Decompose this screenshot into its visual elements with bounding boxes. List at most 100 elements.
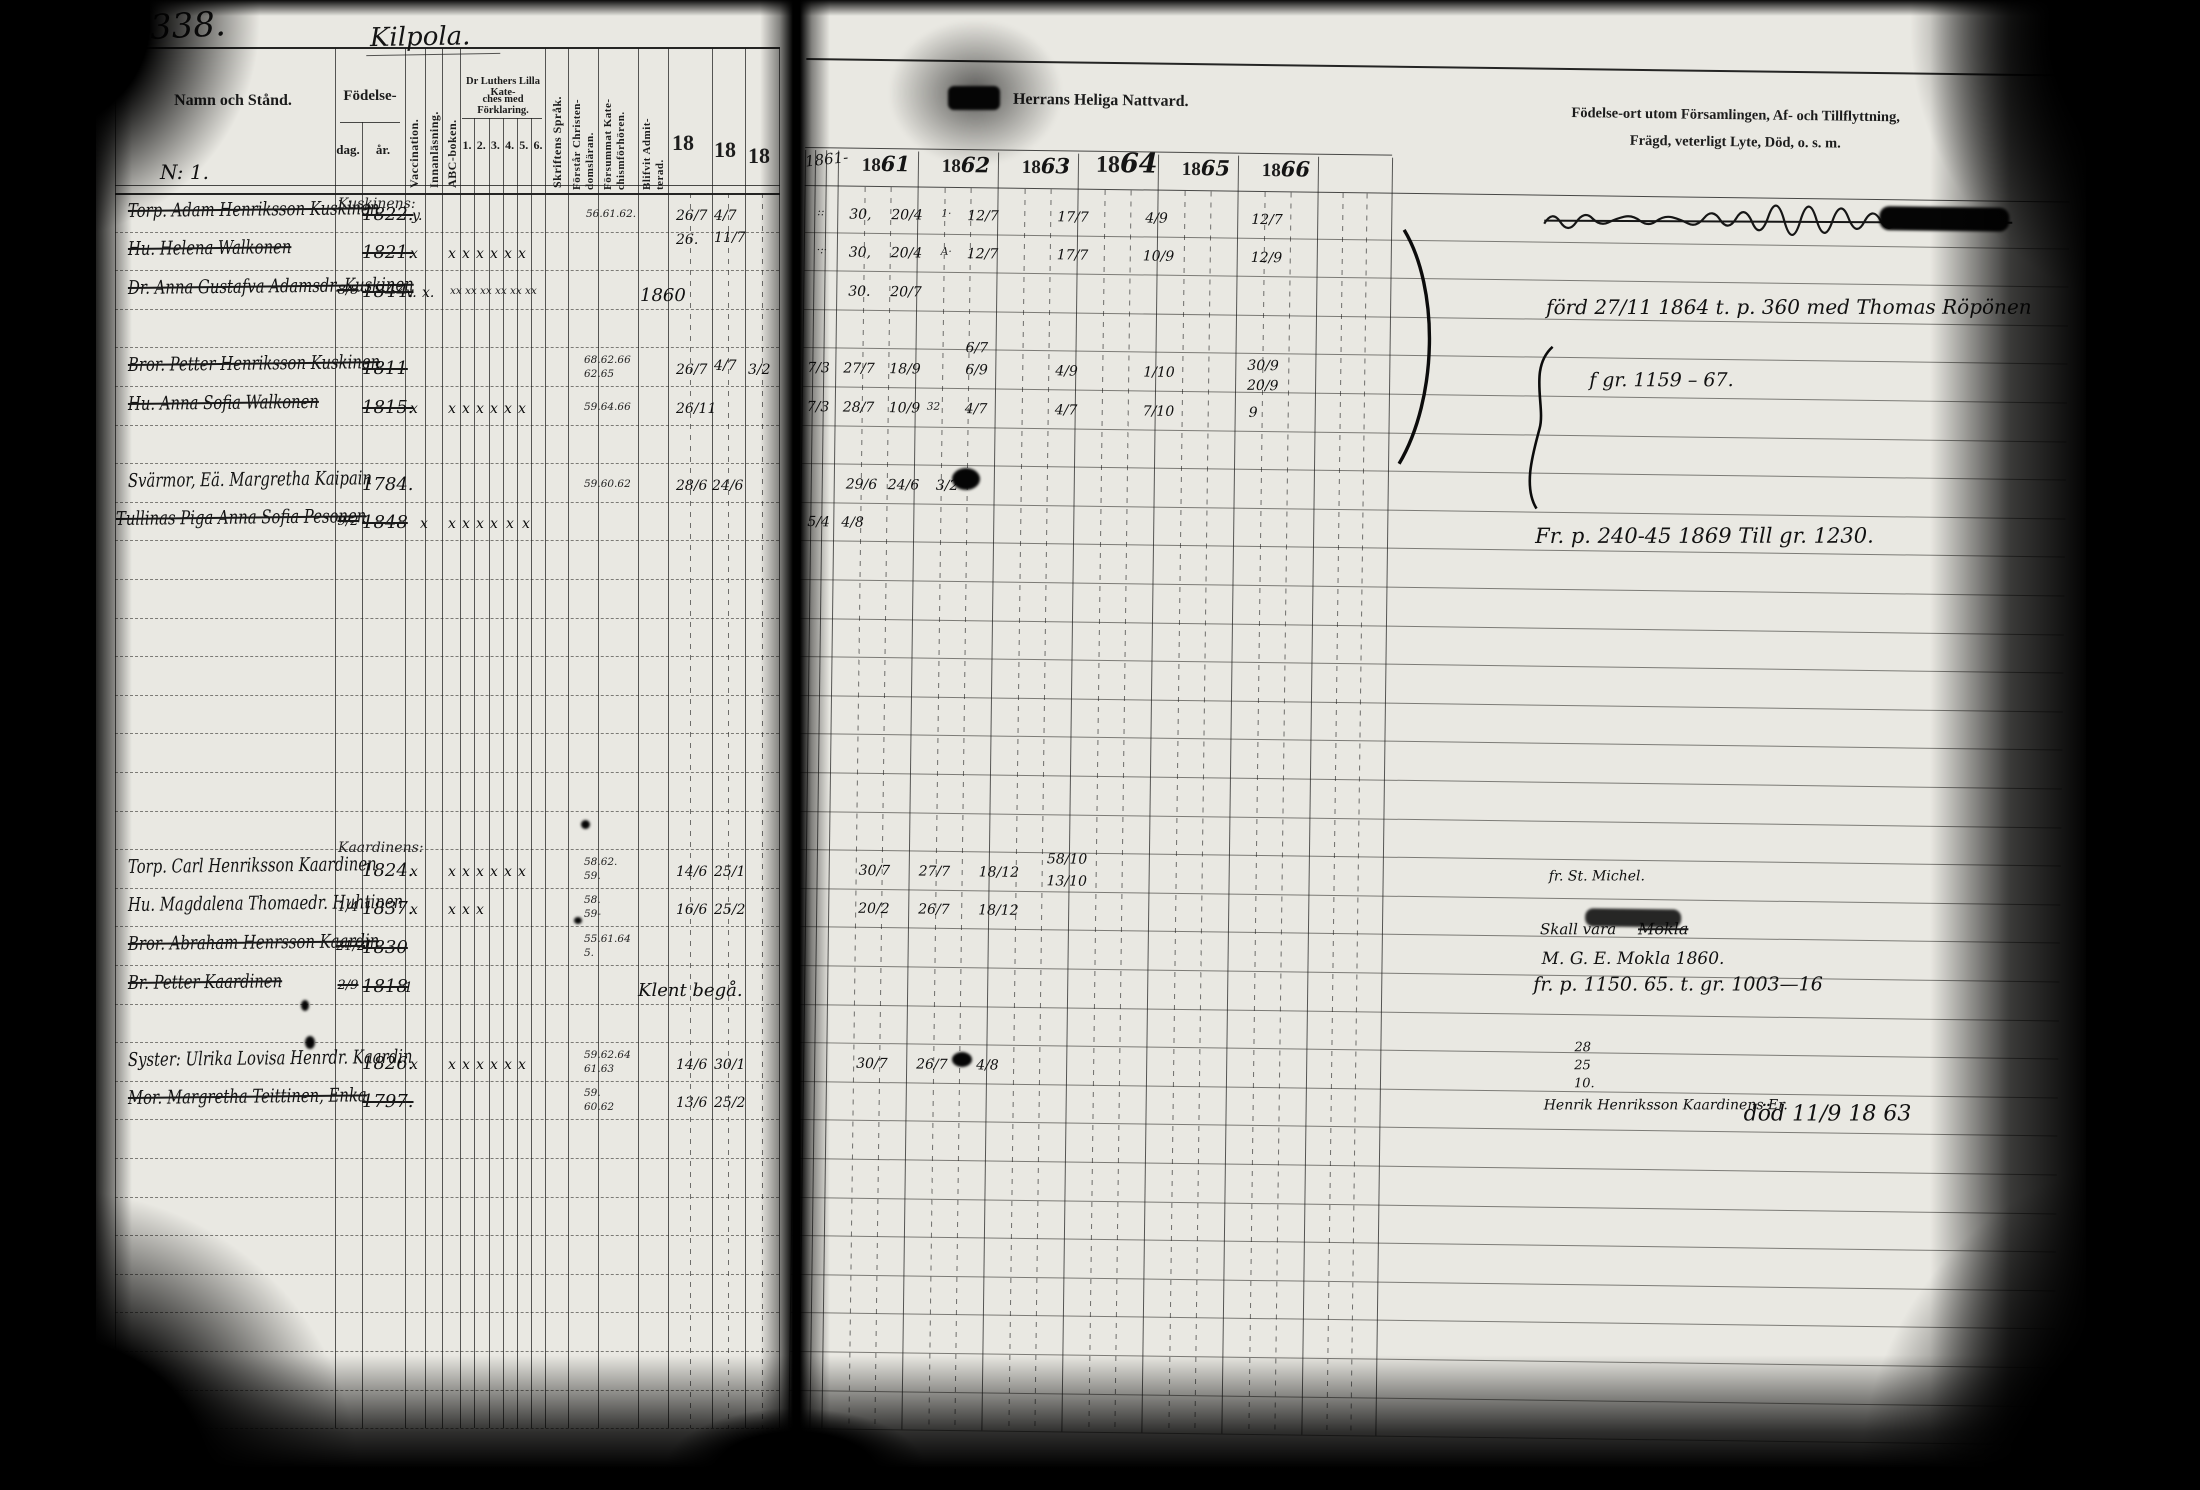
birth-day: 9/2 [337, 514, 359, 530]
catechism-col-number: 1. [462, 138, 472, 152]
margin-note: fr. p. 1150. 65. t. gr. 1003—16 [1533, 973, 1823, 996]
row-line [115, 656, 779, 658]
communion-date-mark: 28/7 [842, 399, 875, 416]
column-header-birth-year: år. [375, 142, 391, 157]
grid-line [115, 48, 116, 1428]
row-line [790, 1350, 2055, 1369]
communion-date-mark: 12/7 [1251, 211, 1283, 228]
row-line [115, 965, 779, 966]
record-mark: x [490, 1056, 498, 1073]
record-mark: xx [480, 284, 492, 297]
record-mark: 25/1 [714, 863, 746, 880]
record-mark: 26/7 [676, 362, 708, 378]
communion-date-mark: 10/9 [888, 399, 921, 417]
communion-date-mark: 4/8 [841, 514, 864, 532]
grid-line [517, 118, 518, 1428]
row-line [792, 1157, 2057, 1176]
year-label-script: 63 [1040, 153, 1071, 179]
row-line [115, 1158, 779, 1159]
grid-line [668, 48, 669, 1428]
record-mark: x [462, 1056, 470, 1073]
record-mark: x [448, 516, 456, 533]
communion-date-mark: 7/10 [1142, 403, 1175, 420]
birth-year: 1797. [362, 1091, 414, 1113]
grid-line [779, 48, 780, 1428]
catechism-col-number: 6. [533, 138, 543, 152]
communion-date-mark: 18/12 [978, 864, 1020, 881]
grid-line-dashed [1088, 189, 1106, 1432]
column-header-name: Namn och Stånd. [174, 92, 292, 109]
communion-date-mark: 27/7 [843, 360, 875, 377]
communion-date-mark: 30/7 [858, 862, 891, 879]
row-line [115, 887, 779, 889]
record-mark: x [476, 400, 484, 417]
record-mark: x. [422, 284, 435, 301]
row-line [795, 926, 2060, 944]
record-mark: x [410, 246, 418, 263]
communion-date-mark: 20/4 [891, 206, 923, 224]
record-mark: 28/6 [676, 477, 708, 494]
register-row-name: Torp. Adam Henriksson Kuskinen [127, 196, 380, 222]
record-mark: x [490, 863, 498, 880]
catechism-col-number: 4. [505, 138, 515, 152]
year-label-script: 66 [1280, 156, 1311, 182]
communion-date-mark: 17/7 [1057, 208, 1089, 226]
column-header-vaccination: Vaccination. [407, 118, 421, 188]
birth-day: 2/9 [337, 977, 359, 993]
row-line [115, 1119, 779, 1121]
communion-date-mark: 12/7 [967, 207, 999, 225]
communion-year-label: 1865 [1176, 155, 1236, 182]
catechism-col-number: 2. [476, 138, 486, 152]
communion-date-mark: 17/7 [1056, 247, 1089, 264]
row-line [115, 347, 779, 349]
communion-date-mark: 30/7 [856, 1055, 888, 1072]
ink-spot [581, 820, 590, 829]
record-mark: 58.62. [584, 855, 618, 868]
grid-line-dashed [1350, 193, 1368, 1436]
grid-line [362, 122, 363, 1428]
birth-year: 1844. [362, 280, 414, 302]
communion-date-mark: 12/7 [966, 246, 999, 263]
record-mark: 59.60.62 [584, 477, 631, 490]
record-mark: 13/6 [676, 1095, 708, 1112]
grid-line-dashed [1034, 189, 1052, 1432]
row-line [115, 308, 779, 310]
record-mark: 11/7 [714, 229, 746, 246]
record-mark: x [490, 400, 498, 417]
record-mark: x [490, 516, 498, 533]
record-mark: 4/7 [714, 358, 737, 374]
row-line [793, 1080, 2058, 1099]
catechism-col-number: 3. [490, 138, 500, 152]
communion-date-mark: 6/7 [965, 340, 989, 357]
record-mark: 55.61.64 [584, 933, 631, 945]
row-line [115, 1080, 779, 1082]
column-header-understands-1: Förstår Christen- [571, 98, 583, 190]
birth-year: 1811 [362, 358, 408, 379]
margin-note: M. G. E. Mokla 1860. [1541, 948, 1725, 969]
column-header-catechism-2: ches med Förklaring. [477, 94, 529, 116]
ink-spot [305, 1036, 315, 1049]
communion-date-mark: 4/9 [1055, 363, 1078, 380]
record-mark: 26/11 [676, 400, 717, 417]
grid-line-dashed [1194, 191, 1212, 1434]
record-mark: x [410, 863, 418, 880]
record-mark: 5. [584, 947, 595, 959]
record-mark: x [410, 400, 418, 417]
record-mark: 14/6 [676, 1056, 708, 1073]
grid-line [460, 48, 461, 1428]
margin-note: 10. [1573, 1076, 1595, 1092]
row-line [115, 1312, 779, 1314]
record-mark: x [518, 1056, 526, 1073]
birth-year: 1822. [362, 203, 414, 225]
grid-line [545, 48, 546, 1428]
catechism-col-number: 5. [519, 138, 529, 152]
record-mark: x [462, 863, 470, 880]
grid-line [531, 118, 532, 1428]
grid-line-dashed [1008, 188, 1026, 1431]
row-line [790, 1312, 2055, 1330]
record-mark: x [476, 902, 484, 919]
record-mark: x [504, 863, 512, 880]
row-line [801, 501, 2066, 520]
record-mark: x [490, 246, 498, 263]
row-line [115, 1351, 779, 1352]
